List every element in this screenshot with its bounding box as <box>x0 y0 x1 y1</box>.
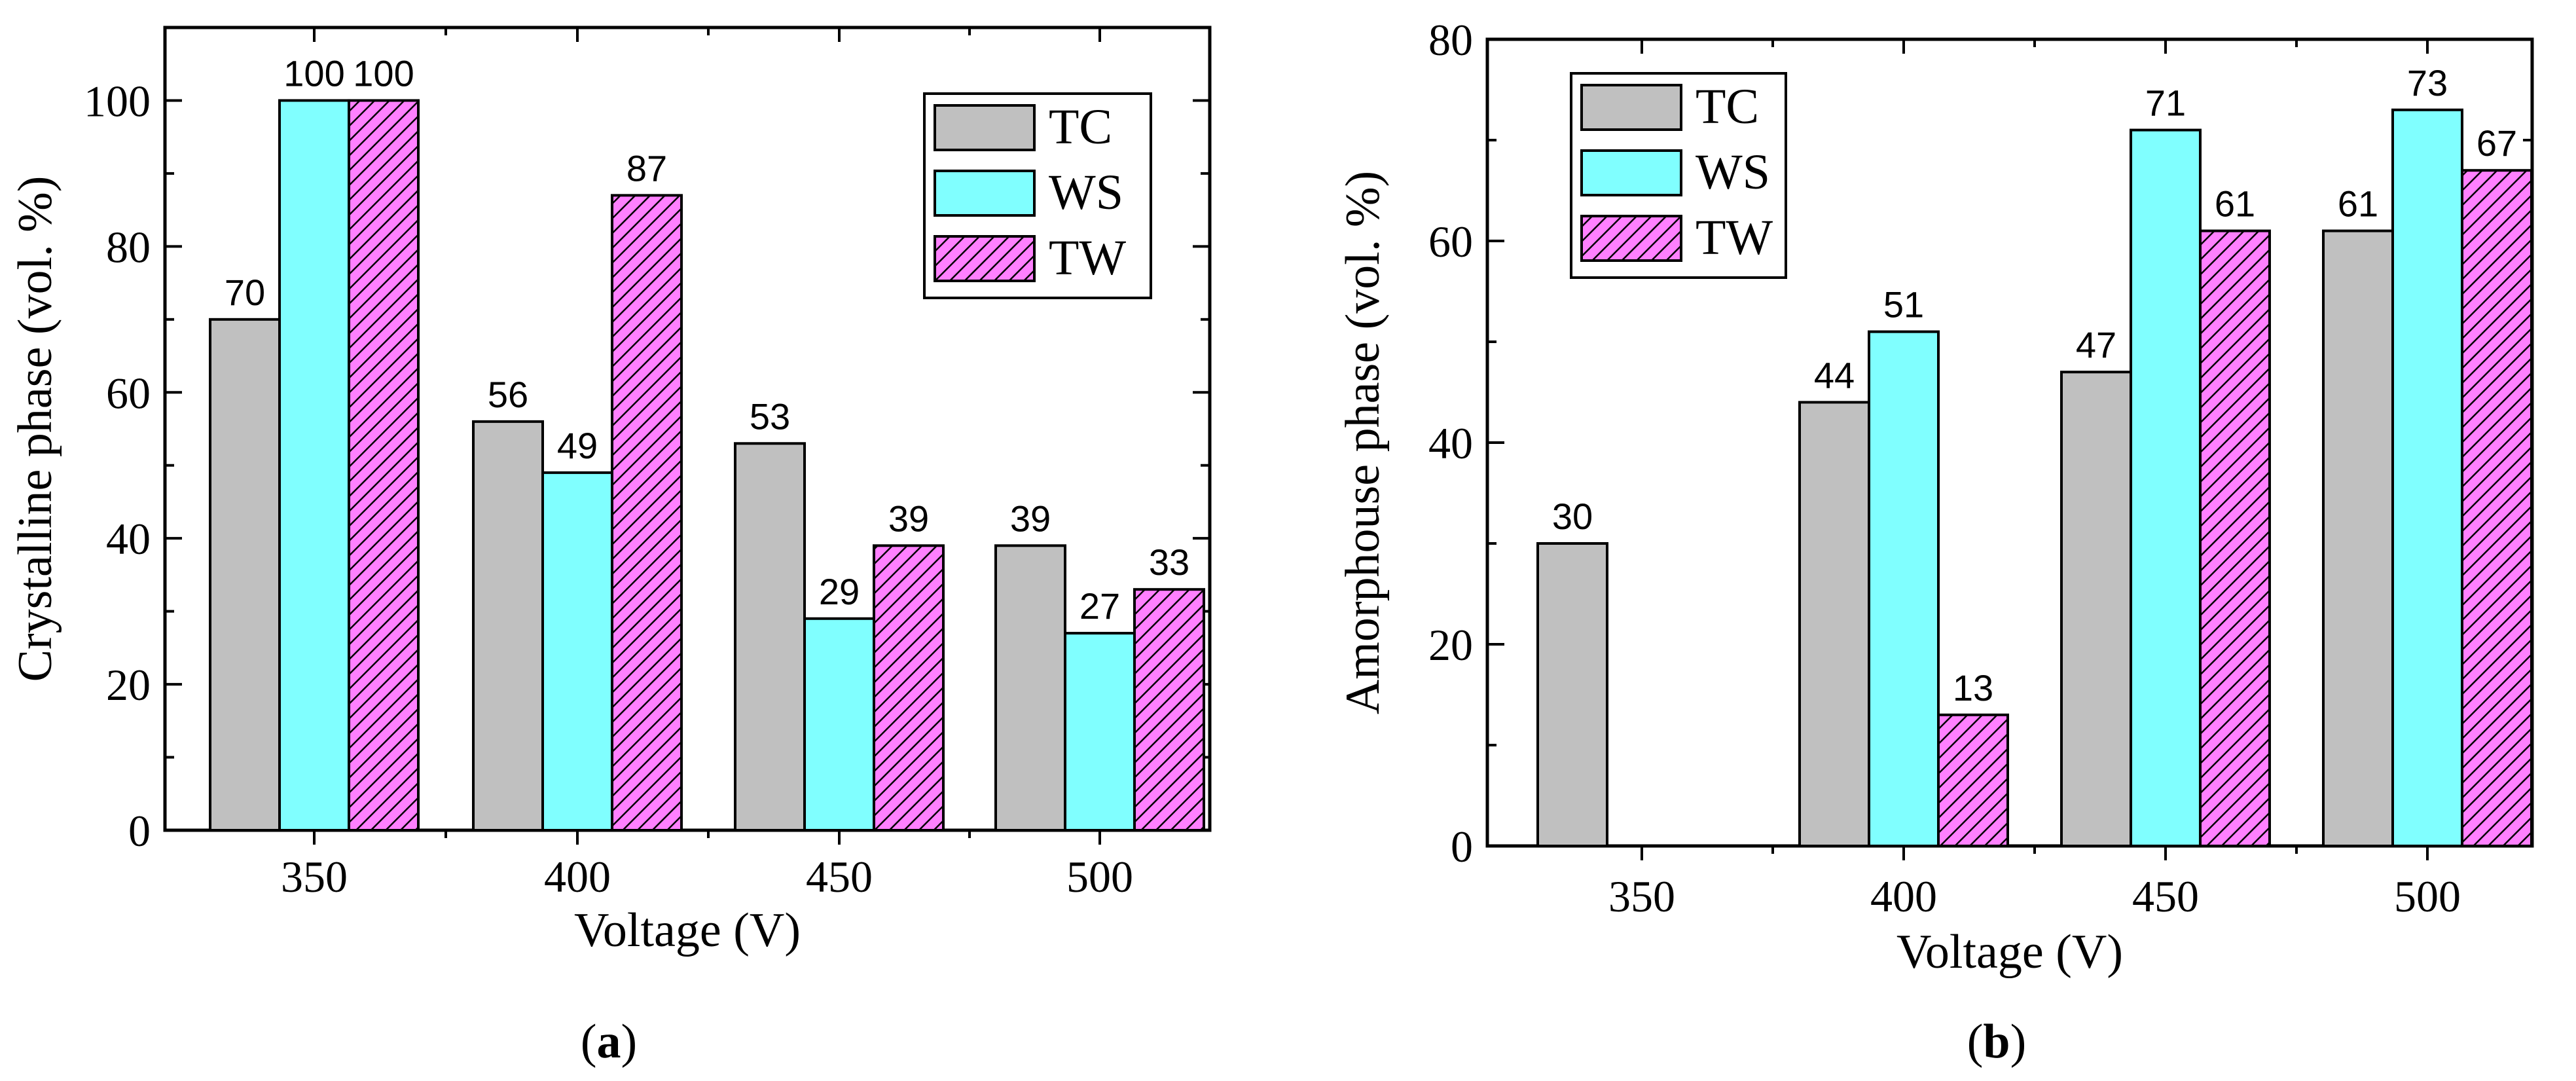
data-label-ws-500: 73 <box>2407 62 2448 103</box>
y-tick-label: 60 <box>1428 217 1473 266</box>
x-tick-label: 350 <box>281 852 348 902</box>
bar-tc-350 <box>1536 542 1608 847</box>
panel-a-chart: 0 20 40 60 80 100 350 400 450 500 70 56 53 39 100 49 29 2… <box>9 26 1212 1069</box>
y-axis-title: Amorphouse phase (vol. %) <box>1336 171 1390 714</box>
data-label-ws-450: 29 <box>819 571 860 612</box>
legend-label-ws: WS <box>1696 145 1770 200</box>
bar-tw-500 <box>1133 588 1205 832</box>
x-tick-label: 400 <box>544 852 611 902</box>
data-label-tc-400: 44 <box>1814 354 1855 395</box>
y-tick-label: 80 <box>106 222 151 272</box>
x-tick-label: 350 <box>1608 871 1675 921</box>
legend-swatch-ws <box>1580 149 1682 196</box>
bar-tc-350 <box>209 318 281 832</box>
y-axis-title: Crystalline phase (vol. %) <box>9 176 62 682</box>
bar-tc-500 <box>2322 229 2394 848</box>
caption-close-paren: ) <box>621 1015 638 1069</box>
bar-tc-450 <box>734 442 806 832</box>
plot-frame <box>163 26 1212 832</box>
y-tick-label: 40 <box>1428 418 1473 468</box>
y-tick-label: 20 <box>106 660 151 710</box>
x-tick-label: 400 <box>1870 871 1937 921</box>
bar-tc-400 <box>1798 401 1870 847</box>
caption-letter: a <box>597 1015 621 1069</box>
y-tick-label: 0 <box>1451 822 1473 871</box>
legend-swatch-tw <box>1580 215 1682 262</box>
x-tick-label: 450 <box>2132 871 2199 921</box>
bar-tc-400 <box>472 420 544 832</box>
data-label-ws-450: 71 <box>2145 82 2186 124</box>
bar-tc-500 <box>994 544 1066 832</box>
caption-letter: b <box>1983 1015 2010 1069</box>
data-label-tc-400: 56 <box>488 374 528 415</box>
data-label-tw-400: 13 <box>1953 667 1993 708</box>
caption-close-paren: ) <box>2010 1015 2027 1069</box>
data-label-tw-450: 61 <box>2215 183 2255 225</box>
bar-tw-450 <box>873 544 945 832</box>
data-label-tw-500: 33 <box>1149 541 1189 583</box>
data-label-tc-500: 39 <box>1010 498 1051 539</box>
panel-b-chart: 0 20 40 60 80 350 400 450 500 30 44 47 61 51 71 73 13 61 6… <box>1336 15 2534 1069</box>
caption-open-paren: ( <box>1967 1015 1984 1069</box>
data-label-tc-500: 61 <box>2338 183 2378 225</box>
bar-ws-500 <box>1064 632 1136 832</box>
y-tick-label: 100 <box>84 76 151 126</box>
data-label-tc-350: 70 <box>225 272 265 313</box>
legend-label-tw: TW <box>1049 230 1126 285</box>
bar-ws-450 <box>803 617 875 832</box>
bar-tw-450 <box>2199 229 2271 848</box>
panel-caption: (a) <box>581 1015 637 1069</box>
x-tick-label: 450 <box>806 852 873 902</box>
data-label-ws-350: 100 <box>283 52 344 94</box>
legend-swatch-tc <box>934 104 1036 151</box>
bar-tc-450 <box>2060 371 2132 847</box>
bar-ws-450 <box>2130 128 2202 848</box>
legend-label-ws: WS <box>1049 165 1123 220</box>
bar-tw-500 <box>2461 169 2533 848</box>
x-tick-label: 500 <box>1066 852 1133 902</box>
data-label-tc-450: 53 <box>750 395 790 437</box>
bar-ws-350 <box>278 99 350 832</box>
data-label-tw-350: 100 <box>353 52 414 94</box>
caption-open-paren: ( <box>581 1015 597 1069</box>
data-label-tw-500: 67 <box>2476 122 2517 164</box>
data-label-tc-450: 47 <box>2076 324 2116 365</box>
bar-ws-500 <box>2391 108 2463 847</box>
bar-tw-400 <box>1937 713 2009 848</box>
x-axis-title: Voltage (V) <box>574 904 801 957</box>
data-label-ws-400: 49 <box>557 425 598 466</box>
data-label-tc-350: 30 <box>1552 496 1593 537</box>
y-tick-label: 60 <box>106 368 151 418</box>
x-tick-label: 500 <box>2394 871 2461 921</box>
data-label-tw-400: 87 <box>626 147 667 189</box>
y-tick-label: 80 <box>1428 15 1473 65</box>
bar-tw-350 <box>348 99 420 832</box>
y-tick-label: 0 <box>128 806 151 856</box>
data-label-ws-500: 27 <box>1079 585 1120 627</box>
legend-label-tw: TW <box>1696 210 1773 265</box>
legend-label-tc: TC <box>1696 79 1759 134</box>
y-tick-label: 20 <box>1428 620 1473 670</box>
bar-ws-400 <box>1868 330 1940 848</box>
panel-caption: (b) <box>1967 1015 2026 1069</box>
data-label-tw-450: 39 <box>888 498 929 539</box>
data-label-ws-400: 51 <box>1883 284 1924 325</box>
legend-swatch-ws <box>934 170 1036 217</box>
x-axis-title: Voltage (V) <box>1896 925 2123 979</box>
legend-swatch-tw <box>934 235 1036 282</box>
legend-label-tc: TC <box>1049 100 1112 155</box>
legend-swatch-tc <box>1580 84 1682 131</box>
bar-tw-400 <box>611 194 683 832</box>
y-tick-label: 40 <box>106 514 151 564</box>
bar-ws-400 <box>541 471 613 832</box>
